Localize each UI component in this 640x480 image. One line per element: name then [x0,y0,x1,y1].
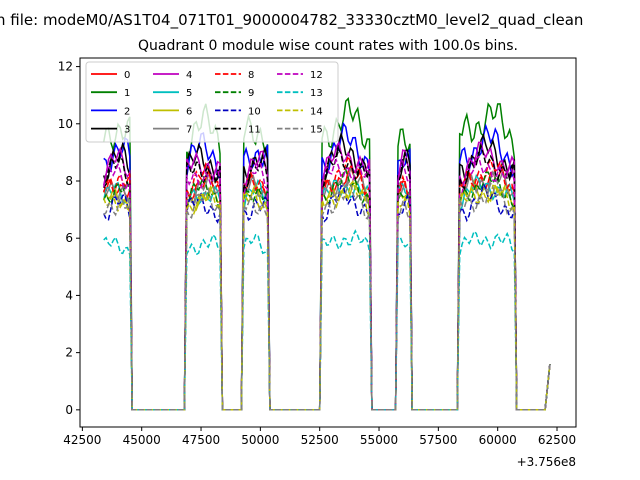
x-tick-label: 62500 [538,433,576,447]
y-tick-label: 2 [65,346,73,360]
series-line-3 [102,131,551,411]
y-tick-label: 12 [58,60,73,74]
legend-label-2: 2 [124,106,130,117]
legend-label-0: 0 [124,70,130,81]
legend-label-11: 11 [248,125,261,136]
legend-label-10: 10 [248,106,261,117]
series-layer [102,96,551,411]
series-line-8 [102,154,551,411]
series-line-6 [103,179,551,411]
legend-label-15: 15 [310,125,323,136]
chart-title: Quadrant 0 module wise count rates with … [138,38,518,54]
series-line-1 [102,96,551,411]
legend-label-13: 13 [310,88,323,99]
x-tick-label: 42500 [63,433,101,447]
plot-frame [79,57,577,428]
legend-label-12: 12 [310,70,323,81]
legend-label-6: 6 [186,106,192,117]
legend-label-14: 14 [310,106,323,117]
legend-label-8: 8 [248,70,254,81]
x-tick-label: 57500 [419,433,457,447]
legend-label-1: 1 [124,88,130,99]
y-tick-label: 6 [65,231,73,245]
x-axis: 42500 45000 47500 50000 52500 55000 57500 60000… [63,427,576,447]
legend-label-5: 5 [186,88,192,99]
y-tick-label: 0 [65,403,73,417]
series-line-5 [102,173,551,411]
x-tick-label: 50000 [241,433,279,447]
legend-label-7: 7 [186,125,192,136]
legend-label-4: 4 [186,70,192,81]
legend-label-3: 3 [124,125,130,136]
series-line-14 [102,179,551,411]
y-axis: 0 2 4 6 8 10 12 [58,60,80,417]
series-line-15 [103,181,551,411]
y-tick-label: 4 [65,288,73,302]
series-line-12 [102,155,551,411]
x-tick-label: 47500 [182,433,220,447]
legend-label-9: 9 [248,88,254,99]
series-line-9 [103,168,551,411]
legend-box [85,61,339,143]
series-line-10 [103,182,551,411]
chart-suptitle: n file: modeM0/AS1T04_071T01_9000004782_… [0,11,583,30]
series-line-13 [103,229,551,411]
y-tick-label: 10 [58,117,73,131]
x-tick-label: 55000 [360,433,398,447]
x-tick-label: 45000 [123,433,161,447]
x-tick-label: 60000 [479,433,517,447]
x-offset-label: +3.756e8 [517,455,576,469]
x-tick-label: 52500 [301,433,339,447]
y-tick-label: 8 [65,174,73,188]
